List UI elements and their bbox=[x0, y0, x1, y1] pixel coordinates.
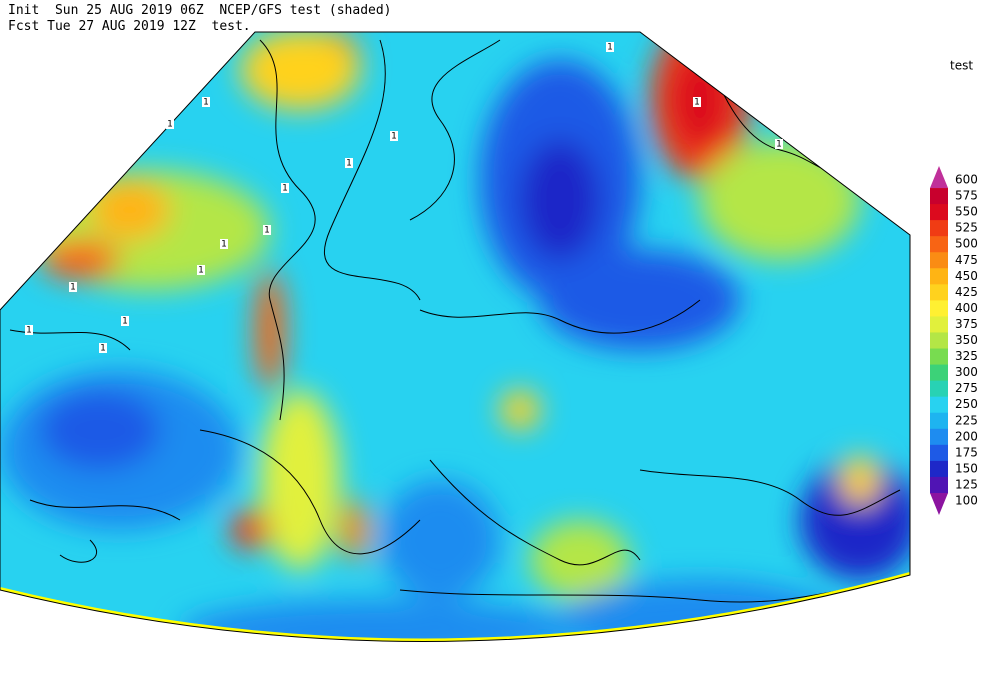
contour-label: 1 bbox=[607, 43, 613, 53]
legend-swatch bbox=[930, 236, 948, 253]
legend-swatch bbox=[930, 165, 948, 189]
contour-label-box bbox=[281, 183, 289, 193]
legend-label: 575 bbox=[955, 189, 978, 203]
contour-label-box bbox=[202, 97, 210, 107]
contour-labels: 1 1 1 1 1 1 1 1 1 1 1 1 1 1 1 bbox=[25, 42, 783, 354]
shade-patch bbox=[700, 140, 860, 260]
contour-label: 1 bbox=[100, 344, 106, 354]
legend-swatch bbox=[930, 380, 948, 398]
legend-label: 550 bbox=[955, 205, 978, 219]
contour-label-box bbox=[606, 42, 614, 52]
legend-swatch bbox=[930, 316, 948, 333]
contour-label: 1 bbox=[167, 120, 173, 130]
shade-patch bbox=[530, 520, 630, 600]
legend-swatch bbox=[930, 364, 948, 382]
contour-label: 1 bbox=[391, 132, 397, 142]
contour-label-box bbox=[166, 119, 174, 129]
contour-label: 1 bbox=[282, 184, 288, 194]
legend-label: 350 bbox=[955, 333, 978, 347]
shade-patch bbox=[340, 500, 370, 560]
contour-label: 1 bbox=[26, 326, 32, 336]
contour-label: 1 bbox=[264, 226, 270, 236]
shade-patch bbox=[90, 180, 170, 240]
legend-swatch bbox=[930, 428, 948, 446]
shade-patch bbox=[180, 600, 580, 642]
legend-swatch bbox=[930, 204, 948, 221]
map-field bbox=[0, 32, 910, 642]
legend-swatch bbox=[930, 348, 948, 366]
legend-label: 150 bbox=[955, 461, 978, 475]
shade-patch bbox=[380, 480, 500, 600]
legend-swatch bbox=[930, 188, 948, 205]
contour-label-box bbox=[69, 282, 77, 292]
legend-label: 375 bbox=[955, 317, 978, 331]
contour-label: 1 bbox=[122, 317, 128, 327]
legend-swatch bbox=[930, 460, 948, 478]
contour-label: 1 bbox=[776, 140, 782, 150]
contour-label-box bbox=[693, 97, 701, 107]
legend-label: 325 bbox=[955, 349, 978, 363]
shade-patch bbox=[260, 390, 340, 570]
legend-label: 600 bbox=[955, 173, 978, 187]
legend-label: 200 bbox=[955, 429, 978, 443]
legend-swatch bbox=[930, 268, 948, 285]
contour-label-box bbox=[390, 131, 398, 141]
legend-label: 425 bbox=[955, 285, 978, 299]
legend-swatch bbox=[930, 332, 948, 350]
legend-label: 125 bbox=[955, 477, 978, 491]
contour-label: 1 bbox=[346, 159, 352, 169]
contour-label: 1 bbox=[694, 98, 700, 108]
contour-label-box bbox=[197, 265, 205, 275]
legend-label: 275 bbox=[955, 381, 978, 395]
legend-title: test bbox=[950, 59, 973, 73]
legend-label: 475 bbox=[955, 253, 978, 267]
legend-label: 175 bbox=[955, 445, 978, 459]
legend-swatch bbox=[930, 220, 948, 237]
contour-label-box bbox=[220, 239, 228, 249]
legend-swatch bbox=[930, 252, 948, 269]
legend-swatch bbox=[930, 396, 948, 414]
contour-label-box bbox=[25, 325, 33, 335]
contour-label: 1 bbox=[198, 266, 204, 276]
shade-patch bbox=[800, 460, 910, 580]
legend-label: 450 bbox=[955, 269, 978, 283]
legend-label: 225 bbox=[955, 413, 978, 427]
contour-label-box bbox=[263, 225, 271, 235]
contour-label: 1 bbox=[221, 240, 227, 250]
shade-patch bbox=[255, 270, 285, 390]
contour-label-box bbox=[775, 139, 783, 149]
header-forecast: Fcst Tue 27 AUG 2019 12Z test. bbox=[8, 19, 251, 34]
contour-label-box bbox=[99, 343, 107, 353]
legend-label: 100 bbox=[955, 494, 978, 508]
contour-label-box bbox=[121, 316, 129, 326]
header-init: Init Sun 25 AUG 2019 06Z NCEP/GFS test (… bbox=[8, 3, 392, 18]
legend-label: 250 bbox=[955, 397, 978, 411]
shade-patch bbox=[40, 390, 160, 470]
legend-swatch bbox=[930, 476, 948, 494]
contour-label: 1 bbox=[203, 98, 209, 108]
shade-patch bbox=[40, 240, 120, 280]
contour-label-box bbox=[345, 158, 353, 168]
legend-swatch bbox=[930, 412, 948, 430]
shade-patch bbox=[520, 140, 600, 260]
legend-label: 525 bbox=[955, 221, 978, 235]
shade-patch bbox=[240, 32, 360, 110]
legend-label: 400 bbox=[955, 301, 978, 315]
shade-patch bbox=[540, 250, 740, 350]
legend-label: 300 bbox=[955, 365, 978, 379]
legend-swatch bbox=[930, 492, 948, 516]
shade-patch bbox=[500, 390, 540, 430]
shade-patch bbox=[840, 455, 880, 505]
legend-swatch bbox=[930, 300, 948, 317]
map-border bbox=[0, 31, 911, 642]
contour-label: 1 bbox=[70, 283, 76, 293]
shade-patch bbox=[230, 510, 270, 550]
legend: 600 575 550 525 500 475 450 425 400 375 350 325 300 2… bbox=[930, 165, 978, 516]
legend-swatch bbox=[930, 444, 948, 462]
legend-swatch bbox=[930, 284, 948, 301]
legend-label: 500 bbox=[955, 237, 978, 251]
